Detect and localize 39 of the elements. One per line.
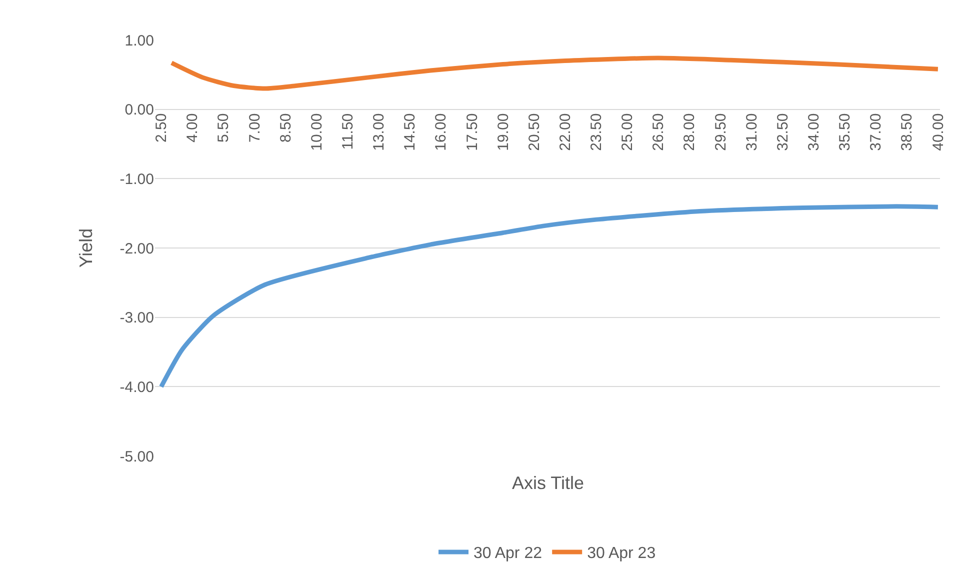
y-axis-title: Yield <box>76 228 96 268</box>
y-tick-label: -2.00 <box>120 240 154 258</box>
x-tick-label: 22.00 <box>556 113 574 151</box>
y-tick-label: -5.00 <box>120 448 154 466</box>
x-tick-label: 34.00 <box>806 113 823 151</box>
y-tick-label: 0.00 <box>124 102 154 119</box>
x-tick-label: 32.50 <box>774 113 792 151</box>
legend-label: 30 Apr 22 <box>474 545 542 562</box>
line-series <box>169 56 940 91</box>
x-tick-label: 7.00 <box>246 113 264 143</box>
legend-label: 30 Apr 23 <box>587 545 656 562</box>
x-tick-label: 28.00 <box>681 113 698 151</box>
x-tick-label: 35.50 <box>836 113 854 151</box>
line-series <box>158 204 940 389</box>
x-tick-label: 20.50 <box>526 113 543 151</box>
x-tick-label: 31.00 <box>743 113 760 151</box>
x-tick-label: 40.00 <box>930 113 947 151</box>
x-tick-label: 38.50 <box>898 113 916 151</box>
x-tick-label: 37.00 <box>868 113 885 151</box>
x-tick-label: 26.50 <box>650 113 668 151</box>
x-tick-label: 17.50 <box>464 113 481 151</box>
x-tick-label: 19.00 <box>494 113 512 151</box>
x-axis-title: Axis Title <box>512 473 584 493</box>
x-tick-label: 10.00 <box>308 113 326 151</box>
x-tick-label: 16.00 <box>432 113 450 151</box>
y-tick-label: -1.00 <box>120 170 154 188</box>
y-tick-label: 1.00 <box>124 32 154 50</box>
x-tick-label: 25.00 <box>619 113 636 151</box>
x-tick-label: 8.50 <box>277 113 294 143</box>
x-tick-label: 14.50 <box>402 113 419 151</box>
x-tick-label: 13.00 <box>370 113 388 151</box>
x-tick-label: 11.50 <box>340 113 357 150</box>
x-tick-label: 4.00 <box>184 113 202 143</box>
y-tick-label: -4.00 <box>120 378 154 396</box>
y-tick-label: -3.00 <box>120 310 154 327</box>
x-tick-label: 23.50 <box>588 113 606 151</box>
x-tick-label: 2.50 <box>153 113 170 143</box>
x-tick-label: 29.50 <box>712 113 730 151</box>
x-tick-label: 5.50 <box>215 113 232 143</box>
